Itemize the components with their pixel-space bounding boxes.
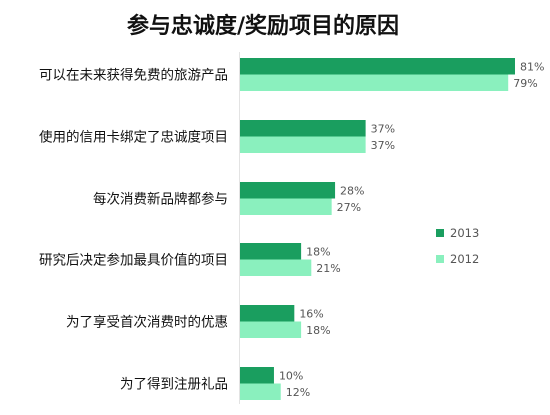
bar-2012 — [240, 198, 332, 215]
category-labels: 可以在未来获得免费的旅游产品使用的信用卡绑定了忠诚度项目每次消费新品牌都参与研究… — [39, 67, 228, 393]
value-label: 37% — [371, 122, 395, 135]
legend: 2013 2012 — [436, 226, 479, 266]
category-label: 为了享受首次消费时的优惠 — [66, 314, 228, 331]
value-label: 37% — [371, 139, 395, 152]
value-label: 16% — [299, 307, 323, 320]
value-label: 81% — [520, 60, 544, 73]
category-label: 为了得到注册礼品 — [120, 376, 228, 393]
bar-2012 — [240, 383, 281, 400]
legend-label: 2013 — [450, 226, 479, 240]
bars — [240, 58, 515, 400]
bar-2012 — [240, 321, 302, 338]
bar-2013 — [240, 367, 274, 384]
category-label: 每次消费新品牌都参与 — [93, 191, 228, 208]
value-label: 18% — [306, 324, 330, 337]
bar-2012 — [240, 74, 509, 91]
value-label: 27% — [337, 201, 361, 214]
bar-2012 — [240, 259, 312, 276]
legend-swatch-2012 — [436, 255, 444, 263]
value-label: 21% — [316, 262, 340, 275]
chart-title: 参与忠诚度/奖励项目的原因 — [127, 13, 399, 39]
bar-2013 — [240, 58, 515, 75]
value-label: 28% — [340, 184, 364, 197]
bar-2013 — [240, 182, 336, 199]
bar-2013 — [240, 243, 302, 260]
category-label: 使用的信用卡绑定了忠诚度项目 — [39, 129, 228, 146]
value-label: 12% — [286, 386, 310, 399]
value-label: 18% — [306, 245, 330, 258]
category-label: 可以在未来获得免费的旅游产品 — [39, 67, 228, 84]
value-label: 79% — [513, 77, 537, 90]
bar-2012 — [240, 136, 366, 153]
legend-swatch-2013 — [436, 229, 444, 237]
bar-2013 — [240, 305, 295, 322]
value-label: 10% — [279, 369, 303, 382]
value-labels: 81% 37% 28% 18% 16% 10% 79% 37% 27% 21% 18% 12% — [279, 60, 545, 399]
bar-2013 — [240, 120, 366, 137]
category-label: 研究后决定参加最具价值的项目 — [39, 252, 228, 269]
legend-label: 2012 — [450, 252, 479, 266]
